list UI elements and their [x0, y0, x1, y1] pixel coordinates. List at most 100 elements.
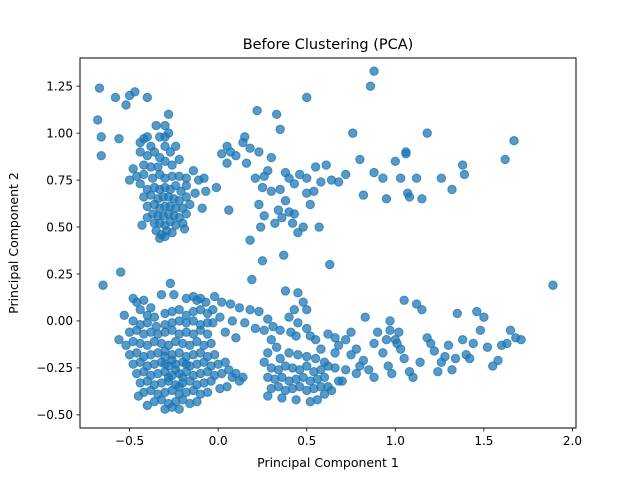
data-point — [291, 395, 301, 405]
data-point — [341, 335, 351, 345]
data-point — [385, 316, 395, 326]
data-point — [273, 205, 284, 215]
data-point — [147, 173, 158, 183]
data-point — [392, 338, 402, 349]
data-point — [401, 149, 411, 159]
data-point — [394, 327, 404, 337]
data-point — [289, 179, 300, 189]
data-point — [346, 350, 356, 360]
data-point — [160, 359, 170, 369]
data-point — [500, 154, 510, 165]
data-point — [146, 303, 156, 313]
data-point — [321, 160, 331, 170]
data-point — [302, 361, 312, 371]
data-point — [178, 395, 188, 405]
data-point — [174, 196, 184, 206]
data-point — [390, 156, 401, 167]
data-point — [167, 385, 177, 396]
data-point — [217, 368, 227, 379]
data-point — [447, 184, 457, 195]
data-point — [319, 389, 330, 399]
data-point — [176, 186, 186, 197]
data-point — [472, 306, 482, 317]
data-point — [167, 160, 177, 170]
data-point — [479, 312, 489, 322]
data-point — [245, 304, 255, 315]
data-point — [293, 318, 303, 328]
data-point — [291, 331, 301, 341]
data-point — [294, 169, 305, 180]
data-point — [330, 363, 340, 373]
data-point — [174, 381, 184, 392]
data-point — [502, 338, 512, 349]
x-tick-label: 1.5 — [474, 434, 493, 448]
data-point — [277, 372, 287, 382]
data-point — [298, 222, 308, 232]
data-point — [294, 381, 305, 392]
data-point — [245, 235, 255, 245]
data-point — [369, 372, 379, 382]
chart-title: Before Clustering (PCA) — [243, 37, 414, 53]
data-point — [387, 368, 397, 379]
data-point — [310, 335, 321, 345]
data-point — [209, 291, 220, 302]
data-point — [426, 338, 436, 349]
data-point — [411, 173, 422, 183]
data-point — [211, 182, 222, 193]
data-point — [548, 280, 558, 290]
data-points — [93, 66, 558, 414]
data-point — [440, 351, 450, 362]
data-point — [195, 348, 206, 358]
data-point — [142, 92, 153, 103]
data-point — [365, 81, 376, 91]
data-point — [139, 366, 149, 377]
x-tick-label: 1.0 — [386, 434, 405, 448]
data-point — [160, 346, 170, 356]
data-point — [259, 357, 269, 367]
data-point — [170, 181, 181, 191]
data-point — [160, 231, 170, 242]
data-point — [399, 295, 409, 305]
data-point — [195, 325, 206, 336]
data-point — [163, 372, 174, 382]
data-point — [121, 100, 131, 110]
data-point — [119, 310, 129, 321]
data-point — [468, 338, 478, 349]
data-point — [369, 167, 379, 178]
data-point — [174, 348, 184, 358]
data-point — [257, 256, 268, 266]
data-point — [381, 194, 392, 204]
data-point — [220, 357, 230, 367]
data-point — [312, 395, 323, 405]
y-axis-ticks: −0.50 −0.25 0.00 0.25 0.50 0.75 1.00 1.25 — [36, 79, 80, 422]
data-point — [316, 344, 326, 354]
data-point — [135, 147, 145, 157]
data-point — [436, 173, 447, 183]
data-point — [341, 169, 351, 180]
data-point — [275, 184, 285, 195]
data-point — [206, 338, 216, 349]
data-point — [142, 318, 153, 328]
data-point — [185, 340, 195, 351]
data-point — [137, 220, 147, 230]
data-point — [225, 299, 236, 309]
data-point — [179, 224, 190, 234]
x-axis-label: Principal Component 1 — [257, 455, 399, 470]
data-point — [208, 318, 218, 328]
data-point — [188, 165, 199, 176]
data-point — [271, 342, 282, 352]
data-point — [266, 152, 277, 163]
data-point — [293, 288, 303, 298]
data-point — [93, 115, 103, 125]
data-point — [447, 365, 457, 375]
data-point — [280, 286, 291, 296]
data-point — [231, 150, 241, 161]
data-point — [131, 348, 142, 358]
data-point — [452, 308, 463, 319]
data-point — [146, 385, 156, 396]
data-point — [254, 147, 264, 157]
data-point — [135, 304, 145, 315]
data-point — [156, 289, 167, 300]
data-point — [160, 156, 170, 167]
